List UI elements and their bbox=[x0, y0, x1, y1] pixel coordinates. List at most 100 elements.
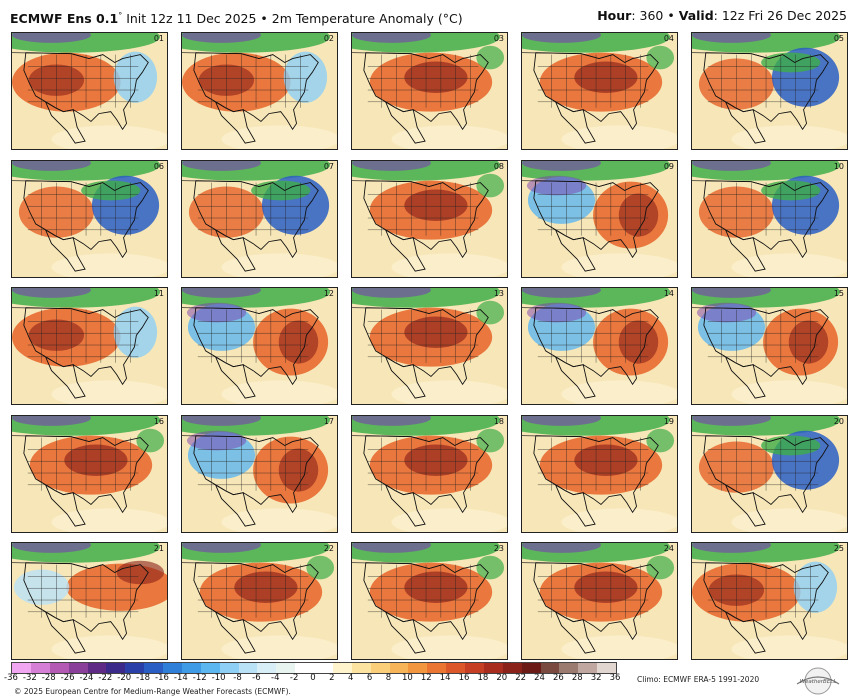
colorbar-swatch bbox=[465, 663, 484, 673]
anomaly-map bbox=[12, 288, 167, 404]
colorbar-swatch bbox=[12, 663, 31, 673]
member-number: 24 bbox=[663, 544, 674, 553]
ensemble-member-panel[interactable]: 16 bbox=[11, 414, 168, 533]
member-number: 08 bbox=[493, 161, 504, 171]
colorbar-tick-label: 28 bbox=[571, 673, 583, 683]
anomaly-map bbox=[522, 415, 677, 532]
member-number: 13 bbox=[493, 289, 504, 298]
colorbar-swatch bbox=[427, 663, 447, 673]
ensemble-member-panel[interactable]: 01 bbox=[11, 32, 168, 150]
anomaly-map bbox=[12, 415, 167, 532]
ensemble-member-panel[interactable]: 05 bbox=[691, 32, 848, 150]
init-time: Init 12z 11 Dec 2025 bbox=[126, 11, 257, 27]
logo-text: WeatherBELL bbox=[800, 679, 837, 685]
colorbar-tick-label: -10 bbox=[211, 673, 226, 683]
hour-value: : 360 bbox=[631, 8, 664, 23]
colorbar-swatch bbox=[389, 663, 409, 673]
ensemble-member-panel[interactable]: 03 bbox=[351, 32, 508, 150]
colorbar-tick-label: -14 bbox=[173, 673, 188, 683]
anomaly-map bbox=[692, 288, 847, 404]
valid-label: Valid bbox=[678, 8, 714, 23]
colorbar-tick-label: -16 bbox=[155, 673, 169, 683]
colorbar-swatch bbox=[351, 663, 371, 673]
climo-note: Climo: ECMWF ERA-5 1991-2020 bbox=[637, 675, 760, 684]
colorbar-swatch bbox=[181, 663, 201, 673]
member-number: 10 bbox=[833, 161, 844, 171]
colorbar-swatch bbox=[68, 663, 88, 673]
colorbar-tick-label: -24 bbox=[79, 673, 94, 683]
member-number: 14 bbox=[663, 289, 674, 298]
ensemble-panel-grid: 01 06 11 16 21 02 07 12 17 22 03 08 13 18 23 04 09 14 19 24… bbox=[11, 32, 848, 661]
ensemble-member-panel[interactable]: 12 bbox=[181, 287, 338, 405]
ensemble-member-panel[interactable]: 04 bbox=[521, 32, 678, 150]
ensemble-member-panel[interactable]: 08 bbox=[351, 159, 508, 278]
ensemble-member-panel[interactable]: 17 bbox=[181, 414, 338, 533]
map-title: ECMWF Ens 0.1° Init 12z 11 Dec 2025 • 2m… bbox=[10, 8, 463, 27]
colorbar-tick-label: 32 bbox=[590, 673, 602, 683]
member-number: 03 bbox=[493, 34, 504, 43]
anomaly-map bbox=[352, 543, 507, 659]
anomaly-map bbox=[182, 415, 337, 532]
member-number: 17 bbox=[323, 416, 334, 426]
anomaly-map bbox=[182, 160, 337, 277]
anomaly-map bbox=[12, 33, 167, 149]
colorbar-swatch bbox=[295, 663, 314, 673]
ensemble-member-panel[interactable]: 02 bbox=[181, 32, 338, 150]
colorbar-tick-label: 4 bbox=[348, 673, 354, 683]
colorbar-tick-label: 36 bbox=[609, 673, 621, 683]
colorbar-tick-label: 12 bbox=[420, 673, 432, 683]
colorbar-swatch bbox=[257, 663, 277, 673]
copyright-note: © 2025 European Centre for Medium-Range … bbox=[14, 687, 291, 696]
colorbar-swatch bbox=[219, 663, 239, 673]
colorbar-tick-label: 14 bbox=[439, 673, 451, 683]
anomaly-map bbox=[692, 33, 847, 149]
ensemble-member-panel[interactable]: 20 bbox=[691, 414, 848, 533]
colorbar-tick-label: 10 bbox=[401, 673, 413, 683]
member-number: 22 bbox=[323, 544, 334, 553]
colorbar-tick-label: 24 bbox=[534, 673, 545, 683]
member-number: 05 bbox=[833, 34, 844, 43]
colorbar-tick-label: -12 bbox=[192, 673, 207, 683]
ensemble-member-panel[interactable]: 14 bbox=[521, 287, 678, 405]
colorbar-tick-label: 2 bbox=[329, 673, 335, 683]
member-number: 21 bbox=[153, 544, 164, 553]
member-number: 25 bbox=[833, 544, 844, 553]
ensemble-member-panel[interactable]: 15 bbox=[691, 287, 848, 405]
ensemble-member-panel[interactable]: 13 bbox=[351, 287, 508, 405]
ensemble-member-panel[interactable]: 22 bbox=[181, 542, 338, 660]
colorbar-tick-label: -26 bbox=[60, 673, 75, 683]
colorbar-swatch bbox=[408, 663, 428, 673]
member-number: 12 bbox=[323, 289, 334, 298]
anomaly-map bbox=[522, 160, 677, 277]
ensemble-member-panel[interactable]: 19 bbox=[521, 414, 678, 533]
ensemble-member-panel[interactable]: 18 bbox=[351, 414, 508, 533]
ensemble-member-panel[interactable]: 06 bbox=[11, 159, 168, 278]
ensemble-member-panel[interactable]: 21 bbox=[11, 542, 168, 660]
ensemble-member-panel[interactable]: 25 bbox=[691, 542, 848, 660]
colorbar-swatch bbox=[521, 663, 541, 673]
separator: • bbox=[667, 8, 675, 23]
separator: • bbox=[260, 11, 268, 27]
ensemble-member-panel[interactable]: 09 bbox=[521, 159, 678, 278]
ensemble-member-panel[interactable]: 24 bbox=[521, 542, 678, 660]
colorbar-tick-label: -6 bbox=[252, 673, 261, 683]
colorbar-swatch bbox=[106, 663, 126, 673]
colorbar-swatch bbox=[125, 663, 145, 673]
anomaly-map bbox=[352, 33, 507, 149]
colorbar-swatch bbox=[276, 663, 296, 673]
member-number: 04 bbox=[663, 34, 674, 43]
ensemble-member-panel[interactable]: 23 bbox=[351, 542, 508, 660]
colorbar-tick-label: -22 bbox=[98, 673, 113, 683]
ensemble-member-panel[interactable]: 07 bbox=[181, 159, 338, 278]
member-number: 18 bbox=[493, 416, 504, 426]
colorbar-tick-label: 16 bbox=[458, 673, 470, 683]
colorbar-swatch bbox=[87, 663, 107, 673]
ensemble-member-panel[interactable]: 10 bbox=[691, 159, 848, 278]
valid-time-header: Hour: 360 • Valid: 12z Fri 26 Dec 2025 bbox=[597, 8, 847, 24]
member-number: 15 bbox=[833, 289, 844, 298]
colorbar-swatch bbox=[144, 663, 163, 673]
anomaly-map bbox=[522, 288, 677, 404]
anomaly-map bbox=[522, 33, 677, 149]
colorbar-swatch bbox=[502, 663, 522, 673]
ensemble-member-panel[interactable]: 11 bbox=[11, 287, 168, 405]
